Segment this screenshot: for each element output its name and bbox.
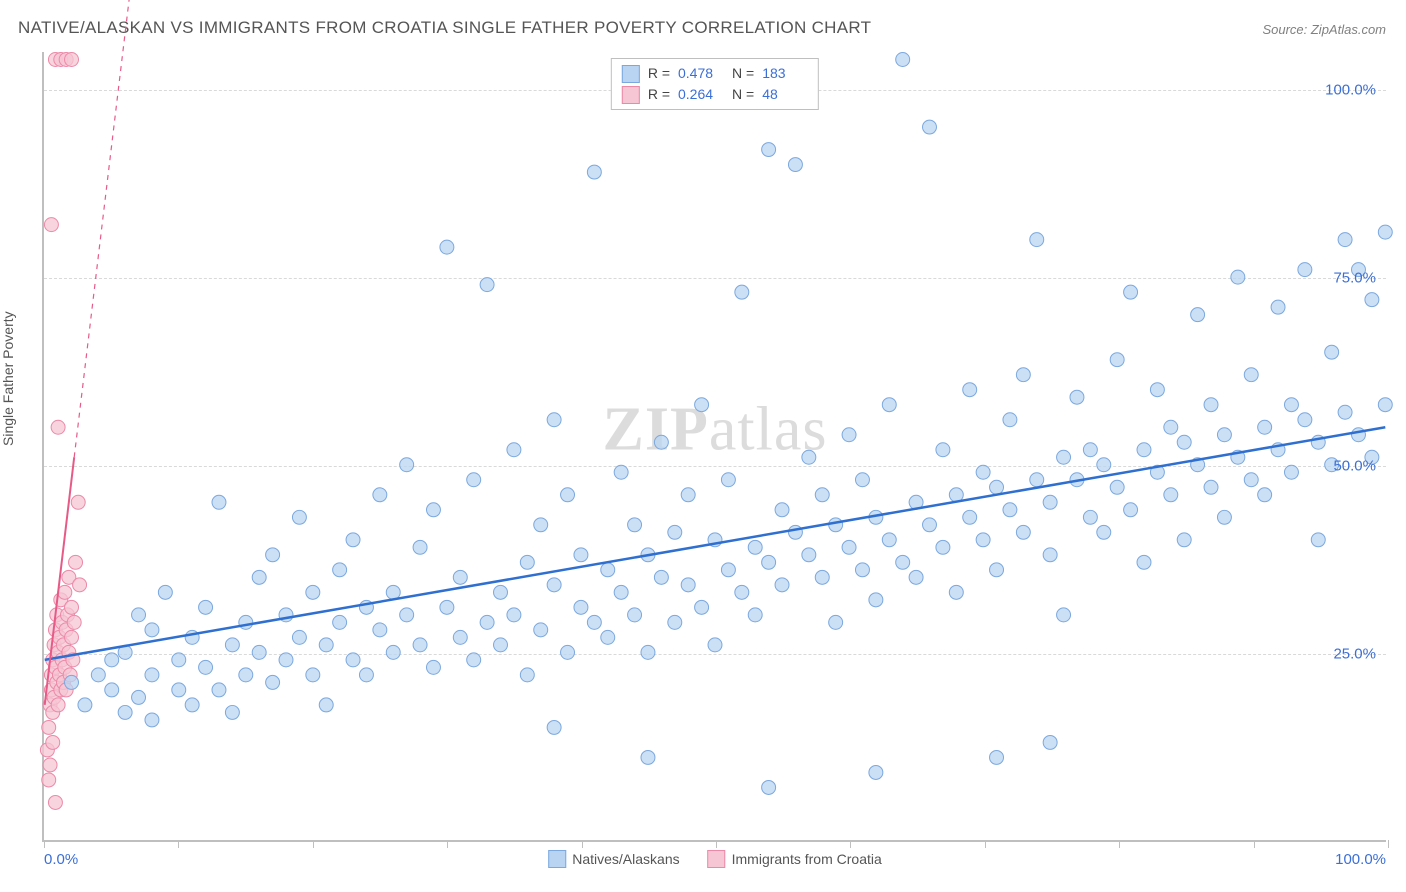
legend-item-b: Immigrants from Croatia (708, 850, 882, 868)
y-tick-label: 25.0% (1333, 645, 1376, 662)
swatch-series-b (622, 86, 640, 104)
r-value-b: 0.264 (678, 84, 724, 105)
r-label-a: R = (648, 63, 670, 84)
trend-lines (44, 52, 1386, 840)
r-label-b: R = (648, 84, 670, 105)
legend-item-a: Natives/Alaskans (548, 850, 679, 868)
x-tick-label-min: 0.0% (44, 851, 78, 868)
y-tick-label: 50.0% (1333, 457, 1376, 474)
legend-stats-box: R = 0.478 N = 183 R = 0.264 N = 48 (611, 58, 819, 110)
n-label-a: N = (732, 63, 754, 84)
n-label-b: N = (732, 84, 754, 105)
x-tick-label-max: 100.0% (1335, 851, 1386, 868)
legend-label-a: Natives/Alaskans (572, 851, 679, 867)
swatch-series-a (622, 65, 640, 83)
swatch-bottom-b (708, 850, 726, 868)
n-value-a: 183 (762, 63, 808, 84)
legend-label-b: Immigrants from Croatia (732, 851, 882, 867)
y-axis-label: Single Father Poverty (0, 311, 16, 446)
n-value-b: 48 (762, 84, 808, 105)
r-value-a: 0.478 (678, 63, 724, 84)
source-attribution: Source: ZipAtlas.com (1262, 22, 1386, 37)
y-tick-label: 100.0% (1325, 81, 1376, 98)
y-tick-label: 75.0% (1333, 269, 1376, 286)
swatch-bottom-a (548, 850, 566, 868)
legend-stats-row-b: R = 0.264 N = 48 (622, 84, 808, 105)
plot-area: ZIPatlas 0.0% 100.0% R = 0.478 N = 183 R… (42, 52, 1386, 842)
bottom-legend: Natives/Alaskans Immigrants from Croatia (548, 850, 882, 868)
legend-stats-row-a: R = 0.478 N = 183 (622, 63, 808, 84)
chart-title: NATIVE/ALASKAN VS IMMIGRANTS FROM CROATI… (18, 18, 871, 38)
